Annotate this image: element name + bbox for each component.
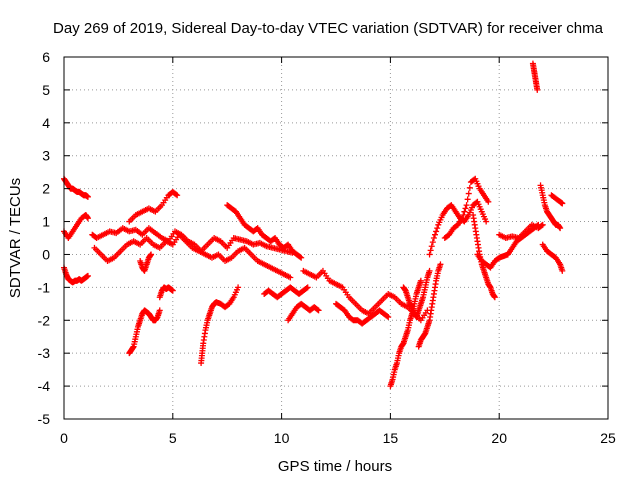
series-arc-i (137, 251, 155, 274)
data-point (483, 218, 490, 225)
data-point (174, 192, 181, 199)
series-arc-w (496, 221, 546, 241)
series-arc-f (126, 307, 163, 357)
series-arc-c (61, 211, 91, 241)
data-point (534, 86, 541, 93)
data-point (426, 251, 433, 258)
data-point (465, 190, 472, 197)
y-tick-label: -1 (38, 279, 51, 295)
y-tick-label: 4 (42, 115, 50, 131)
data-point (466, 184, 473, 191)
series-arc-p (387, 277, 424, 390)
data-point (417, 277, 424, 284)
series-arc-a (61, 175, 91, 200)
chart-title: Day 269 of 2019, Sidereal Day-to-day VTE… (53, 20, 604, 37)
data-point (462, 205, 469, 212)
data-point (538, 222, 545, 229)
series-arc-aa (548, 192, 566, 207)
data-point (235, 284, 242, 291)
y-tick-label: -3 (38, 345, 51, 361)
y-tick-label: 1 (42, 214, 50, 230)
x-tick-label: 20 (491, 430, 507, 446)
data-point (297, 253, 304, 260)
data-point (84, 215, 91, 222)
data-point (148, 251, 155, 258)
series-arc-n (300, 267, 431, 324)
data-point (539, 221, 546, 228)
series-arc-o (333, 300, 392, 327)
x-axis-label: GPS time / hours (278, 458, 392, 475)
data-point (173, 191, 180, 198)
x-tick-label: 10 (274, 430, 290, 446)
series-arc-q (400, 267, 433, 320)
series-arc-k (224, 202, 305, 261)
y-tick-label: -5 (38, 411, 51, 427)
x-axis-ticks: 0 5 10 15 20 25 (60, 57, 616, 446)
series-arc-h (126, 188, 181, 225)
series-arc-l (261, 284, 311, 301)
y-tick-label: 2 (42, 181, 50, 197)
y-tick-label: 3 (42, 148, 50, 164)
y-tick-label: 5 (42, 82, 50, 98)
y-tick-label: 6 (42, 49, 50, 65)
data-point (315, 307, 322, 314)
series-arc-j (198, 284, 242, 367)
y-tick-label: 0 (42, 246, 50, 262)
x-tick-label: 25 (600, 430, 616, 446)
series-arc-v (474, 221, 542, 271)
data-point (557, 225, 564, 232)
data-point (287, 274, 294, 281)
data-point (385, 313, 392, 320)
data-point (427, 247, 434, 254)
x-tick-label: 0 (60, 430, 68, 446)
series-arc-u (470, 211, 498, 301)
series-arc-e (91, 231, 294, 281)
series-arc-m (285, 300, 322, 324)
data-point (437, 261, 444, 268)
data-point (464, 196, 471, 203)
data-point (491, 294, 498, 301)
data-point (298, 254, 305, 261)
series-arc-b (61, 264, 91, 286)
data-point (463, 202, 470, 209)
data-point (426, 267, 433, 274)
plot-frame (63, 56, 609, 420)
data-point (433, 228, 440, 235)
data-point (84, 272, 91, 279)
data-point (428, 243, 435, 250)
data-point (460, 211, 467, 218)
series-arc-x (529, 60, 541, 93)
series-arc-g (156, 284, 176, 301)
x-tick-label: 5 (169, 430, 177, 446)
y-axis-ticks: -5 -4 -3 -2 -1 0 1 2 3 4 5 6 (38, 49, 608, 427)
data-point (461, 208, 468, 215)
data-point (559, 267, 566, 274)
series-arc-s (426, 198, 490, 258)
data-point (459, 215, 466, 222)
data-point (304, 284, 311, 291)
x-tick-label: 15 (383, 430, 399, 446)
y-axis-label: SDTVAR / TECUs (7, 178, 24, 298)
series-arc-y (537, 182, 564, 232)
data-point (303, 285, 310, 292)
data-point (429, 239, 436, 246)
data-point (156, 307, 163, 314)
data-point (559, 200, 566, 207)
y-tick-label: -2 (38, 312, 51, 328)
data-point (432, 231, 439, 238)
grid (64, 57, 608, 419)
data-point (384, 313, 391, 320)
series-arc-t (441, 175, 492, 241)
data-point (314, 306, 321, 313)
data-point (430, 235, 437, 241)
data-point (84, 193, 91, 200)
data-point (485, 198, 492, 205)
data-points (61, 60, 566, 390)
series-arc-z (539, 241, 566, 274)
series-arc-r (415, 261, 444, 350)
data-point (434, 225, 441, 232)
data-point (169, 287, 176, 294)
y-tick-label: -4 (38, 378, 51, 394)
